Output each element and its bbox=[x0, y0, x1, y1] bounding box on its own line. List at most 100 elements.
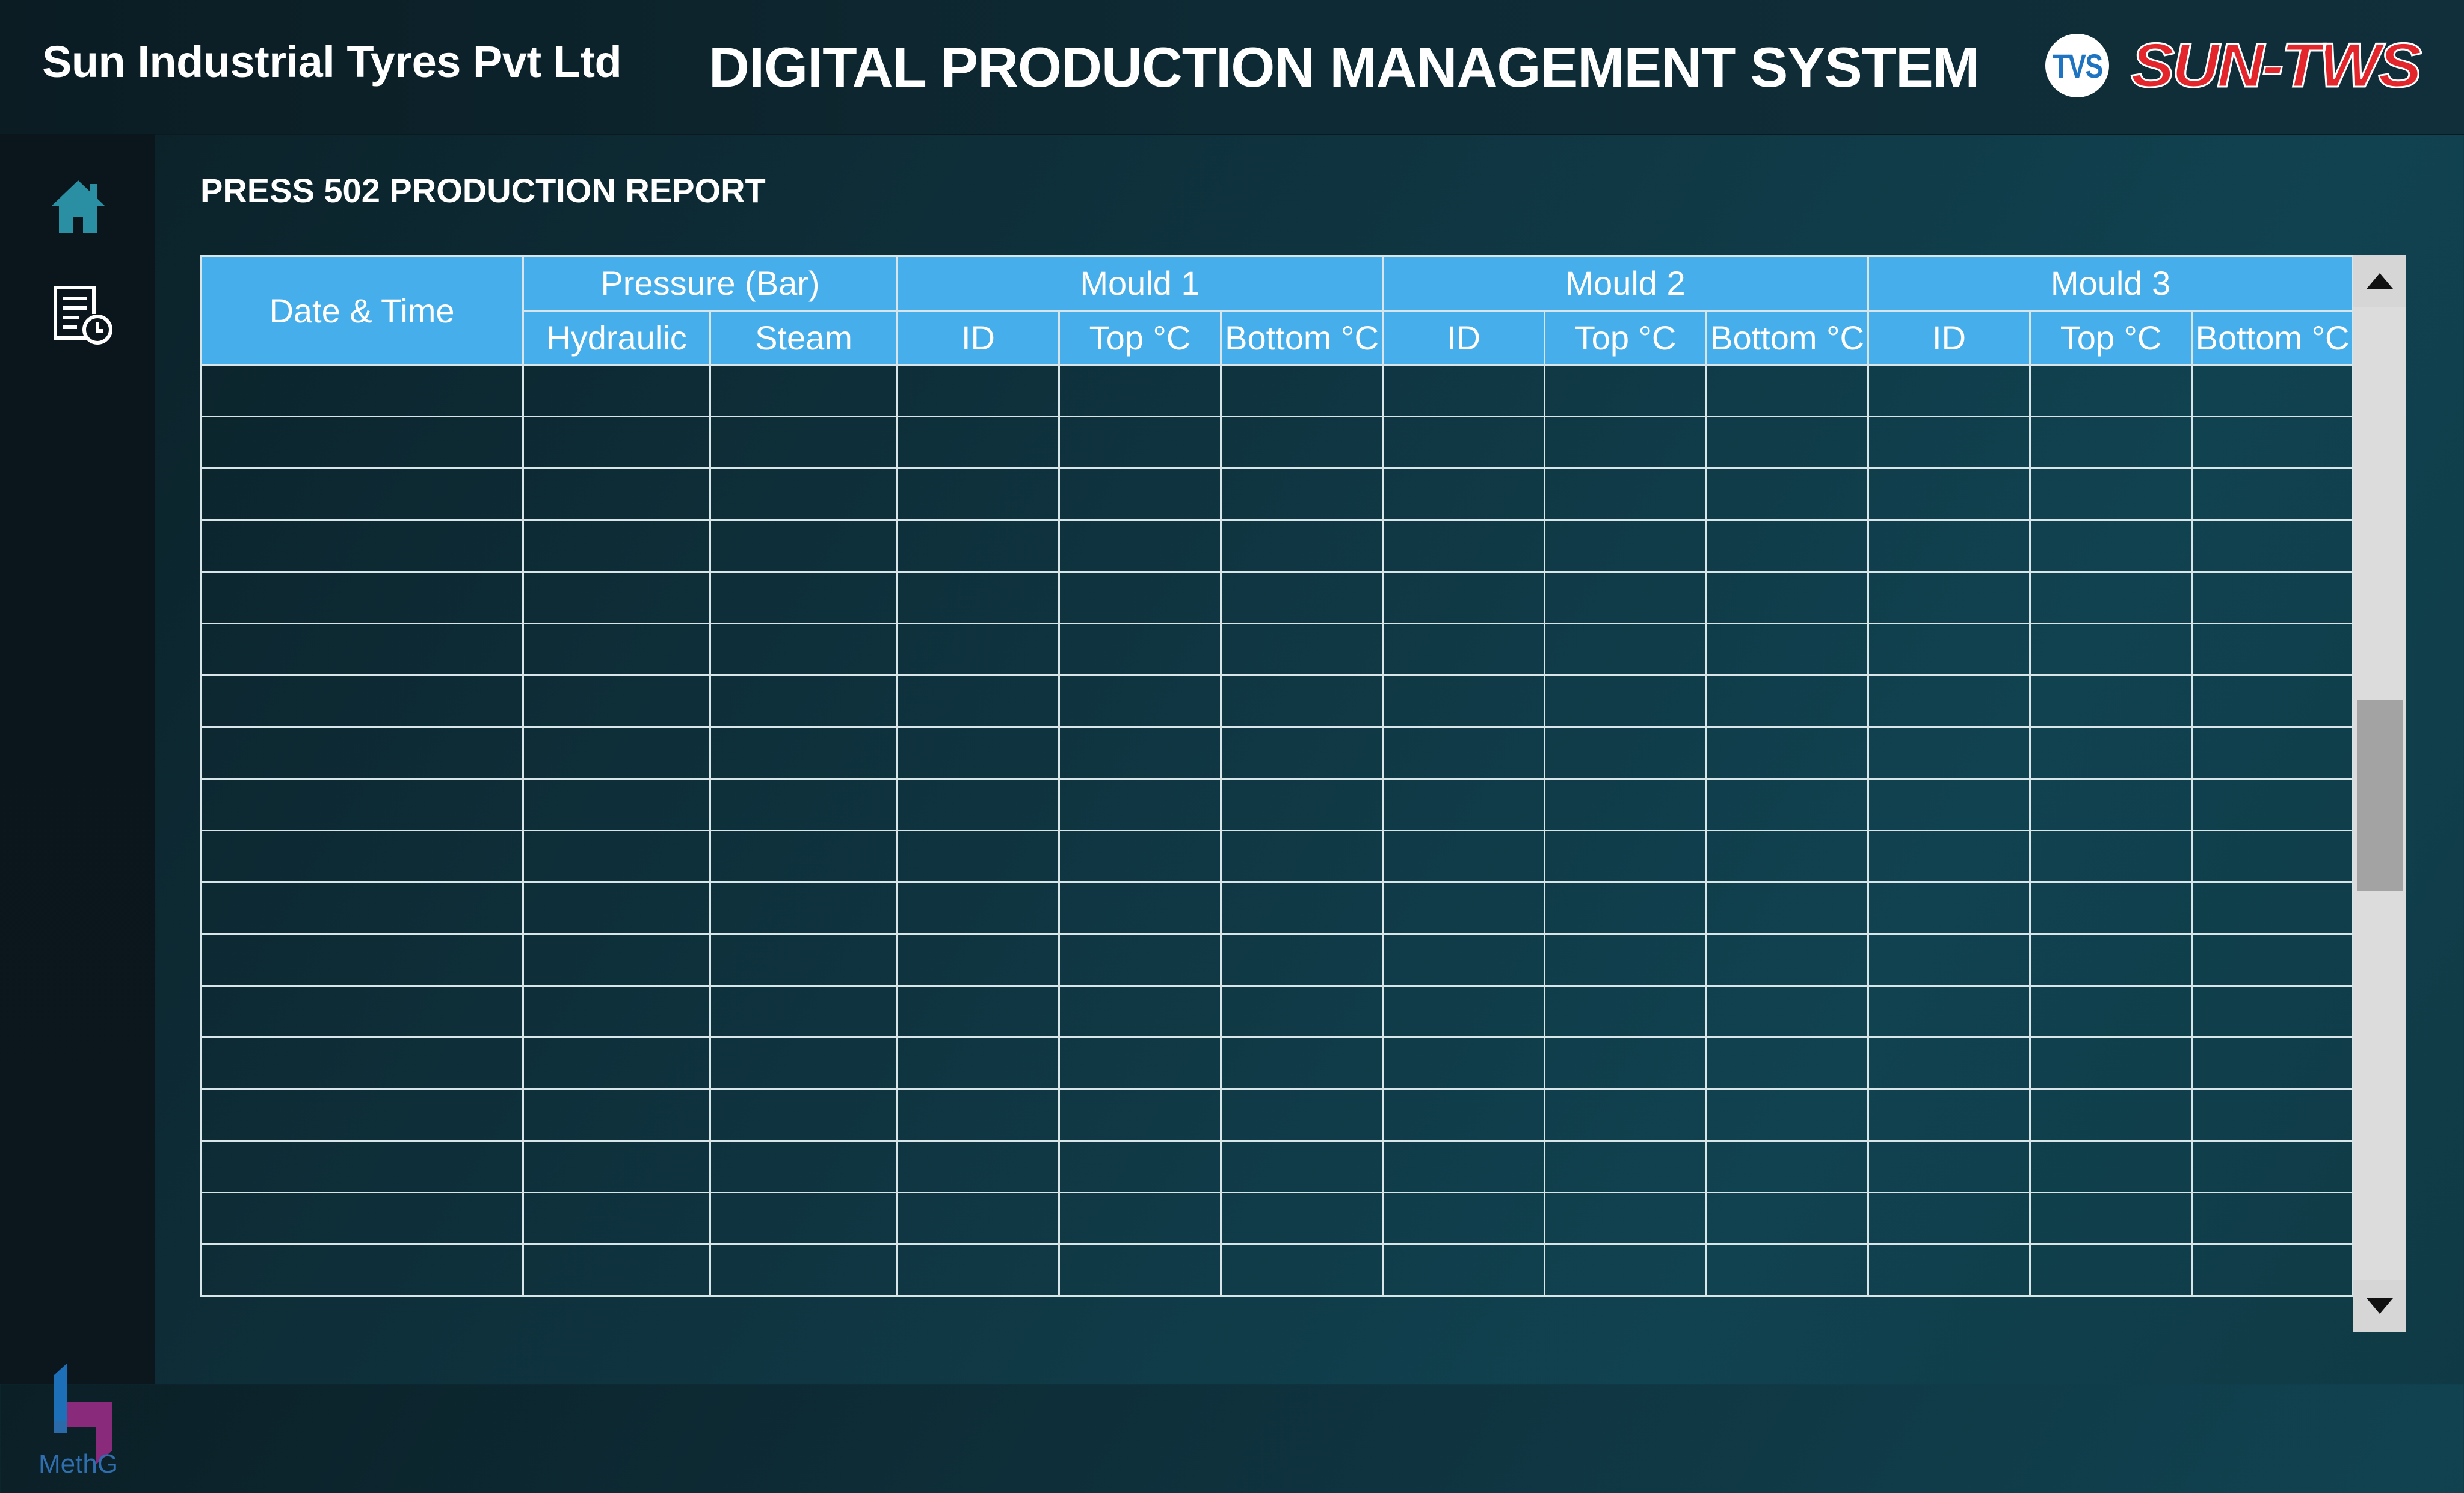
table-cell bbox=[896, 519, 1060, 573]
table-row[interactable] bbox=[200, 726, 2355, 780]
table-cell bbox=[896, 674, 1060, 728]
methg-logo: MethG bbox=[38, 1363, 118, 1479]
table-cell bbox=[1058, 467, 1222, 521]
table-cell bbox=[522, 985, 711, 1038]
table-cell bbox=[1705, 571, 1870, 624]
table-cell bbox=[1058, 623, 1222, 676]
table-cell bbox=[1867, 778, 2031, 831]
table-row[interactable] bbox=[200, 364, 2355, 417]
vertical-scrollbar[interactable] bbox=[2353, 255, 2406, 1332]
table-row[interactable] bbox=[200, 830, 2355, 883]
table-cell bbox=[1058, 571, 1222, 624]
table-cell bbox=[522, 1088, 711, 1142]
table-cell bbox=[1544, 571, 1708, 624]
table-cell bbox=[1705, 1036, 1870, 1090]
table-cell bbox=[2029, 726, 2193, 780]
table-cell bbox=[1705, 985, 1870, 1038]
table-cell bbox=[1219, 1088, 1384, 1142]
report-clock-icon[interactable] bbox=[51, 283, 114, 349]
table-cell bbox=[709, 674, 898, 728]
table-cell bbox=[1544, 416, 1708, 469]
table-cell bbox=[2029, 985, 2193, 1038]
table-cell bbox=[709, 830, 898, 883]
table-row[interactable] bbox=[200, 1243, 2355, 1297]
table-cell bbox=[2191, 571, 2355, 624]
table-cell bbox=[2191, 519, 2355, 573]
table-cell bbox=[200, 830, 524, 883]
table-cell bbox=[522, 1192, 711, 1245]
table-cell bbox=[1219, 778, 1384, 831]
table-row[interactable] bbox=[200, 881, 2355, 935]
table-cell bbox=[2191, 1088, 2355, 1142]
table-cell bbox=[1544, 1192, 1708, 1245]
table-cell bbox=[1382, 623, 1546, 676]
table-cell bbox=[2029, 881, 2193, 935]
table-cell bbox=[1705, 778, 1870, 831]
table-cell bbox=[522, 933, 711, 987]
table-row[interactable] bbox=[200, 1088, 2355, 1142]
table-cell bbox=[1219, 1140, 1384, 1193]
table-cell bbox=[709, 881, 898, 935]
table-cell bbox=[522, 623, 711, 676]
table-cell bbox=[200, 674, 524, 728]
table-cell bbox=[2191, 674, 2355, 728]
table-cell bbox=[2191, 416, 2355, 469]
triangle-down-icon bbox=[2367, 1298, 2393, 1314]
table-cell bbox=[1058, 778, 1222, 831]
table-cell bbox=[709, 1243, 898, 1297]
table-cell bbox=[1382, 1140, 1546, 1193]
table-cell bbox=[1867, 1088, 2031, 1142]
table-cell bbox=[1705, 364, 1870, 417]
table-cell bbox=[2191, 830, 2355, 883]
scroll-up-button[interactable] bbox=[2353, 255, 2406, 307]
table-row[interactable] bbox=[200, 674, 2355, 728]
table-row[interactable] bbox=[200, 1140, 2355, 1193]
table-cell bbox=[200, 571, 524, 624]
table-row[interactable] bbox=[200, 985, 2355, 1038]
table-cell bbox=[2029, 571, 2193, 624]
brand-logo-text: SUN-TWS bbox=[2131, 34, 2422, 100]
table-cell bbox=[2029, 674, 2193, 728]
header-mould-1-group: Mould 1 bbox=[896, 255, 1384, 312]
table-row[interactable] bbox=[200, 571, 2355, 624]
table-cell bbox=[1219, 364, 1384, 417]
table-cell bbox=[1058, 726, 1222, 780]
table-row[interactable] bbox=[200, 416, 2355, 469]
table-cell bbox=[1867, 881, 2031, 935]
scroll-down-button[interactable] bbox=[2353, 1280, 2406, 1332]
table-row[interactable] bbox=[200, 933, 2355, 987]
table-cell bbox=[1058, 1140, 1222, 1193]
table-cell bbox=[709, 985, 898, 1038]
table-cell bbox=[1705, 830, 1870, 883]
table-cell bbox=[896, 726, 1060, 780]
table-cell bbox=[1544, 1088, 1708, 1142]
table-cell bbox=[1219, 726, 1384, 780]
table-row[interactable] bbox=[200, 623, 2355, 676]
methg-logo-text: MethG bbox=[38, 1449, 118, 1479]
table-cell bbox=[1058, 364, 1222, 417]
table-row[interactable] bbox=[200, 1192, 2355, 1245]
table-row[interactable] bbox=[200, 467, 2355, 521]
table-row[interactable] bbox=[200, 1036, 2355, 1090]
table-cell bbox=[1544, 1140, 1708, 1193]
scrollbar-thumb[interactable] bbox=[2357, 700, 2403, 891]
table-cell bbox=[522, 830, 711, 883]
table-cell bbox=[896, 1192, 1060, 1245]
table-cell bbox=[709, 364, 898, 417]
table-cell bbox=[1382, 416, 1546, 469]
table-cell bbox=[1544, 933, 1708, 987]
table-cell bbox=[200, 416, 524, 469]
table-cell bbox=[2029, 1088, 2193, 1142]
table-cell bbox=[1867, 623, 2031, 676]
table-cell bbox=[2191, 1192, 2355, 1245]
table-cell bbox=[1544, 519, 1708, 573]
table-cell bbox=[1058, 519, 1222, 573]
home-icon[interactable] bbox=[47, 176, 109, 241]
header-mould-2-top: Top °C bbox=[1544, 309, 1708, 366]
table-row[interactable] bbox=[200, 519, 2355, 573]
table-cell bbox=[1382, 778, 1546, 831]
table-row[interactable] bbox=[200, 778, 2355, 831]
table-cell bbox=[1058, 1088, 1222, 1142]
table-body bbox=[200, 364, 2355, 1297]
table-cell bbox=[709, 778, 898, 831]
